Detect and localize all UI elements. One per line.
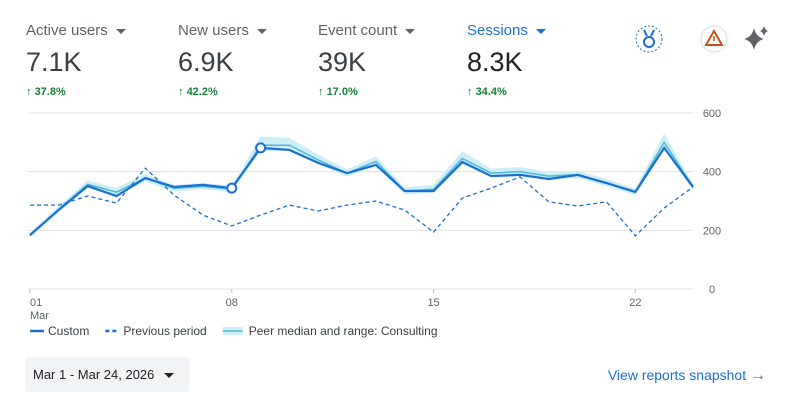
peer-range-band [30, 133, 693, 238]
toolbar-icons [635, 25, 768, 53]
chart: 0 200 400 600 01 08 15 22 Mar Custom Previous peri… [28, 108, 721, 338]
metric-label: Event count [318, 22, 416, 39]
metric-change-text: 37.8% [34, 86, 66, 98]
metric-change-text: 42.2% [186, 86, 218, 98]
legend-label: Peer median and range: Consulting [249, 324, 438, 338]
metric-label-text: New users [178, 22, 249, 39]
metric[interactable]: Sessions 8.3K ↑ 34.4% [467, 22, 546, 98]
metric-value: 6.9K [178, 47, 234, 77]
anomaly-point [226, 182, 238, 194]
x-sublabel: Mar [30, 310, 49, 322]
y-tick-label: 0 [709, 284, 715, 296]
metric-label: Active users [26, 22, 126, 39]
metric-value: 7.1K [26, 47, 82, 77]
x-tick-label: 08 [226, 297, 238, 309]
date-range-button[interactable]: Mar 1 - Mar 24, 2026 [25, 357, 189, 392]
sparkle-icon[interactable] [744, 26, 768, 50]
metric-value: 8.3K [467, 47, 523, 77]
x-tick-label: 22 [629, 297, 641, 309]
metric-value: 39K [318, 47, 367, 77]
y-tick-label: 600 [703, 108, 721, 120]
metric-change-text: 17.0% [326, 86, 358, 98]
series-line [30, 167, 694, 237]
metric-label: Sessions [467, 22, 546, 39]
metric-label-text: Sessions [467, 22, 528, 39]
legend-label: Previous period [123, 324, 206, 338]
insights-badge[interactable] [635, 25, 663, 53]
metric-label-text: Active users [26, 22, 108, 39]
metric-change: ↑ 37.8% [26, 86, 66, 98]
view-reports-link[interactable]: View reports snapshot → [607, 367, 766, 384]
metric[interactable]: Event count 39K ↑ 17.0% [318, 22, 416, 98]
link-text: View reports snapshot [607, 367, 747, 383]
x-tick-label: 15 [427, 297, 439, 309]
date-range-text: Mar 1 - Mar 24, 2026 [33, 367, 155, 382]
metric-change: ↑ 42.2% [178, 86, 218, 98]
y-tick-label: 400 [703, 167, 721, 179]
metric-label: New users [178, 22, 267, 39]
legend-label: Custom [48, 324, 89, 338]
alert-icon[interactable] [700, 25, 728, 53]
x-tick-label: 01 [30, 297, 42, 309]
metric-label-text: Event count [318, 22, 398, 39]
series-line [29, 145, 694, 236]
metric-change: ↑ 34.4% [467, 86, 507, 98]
metric[interactable]: New users 6.9K ↑ 42.2% [178, 22, 267, 98]
metric-change-text: 34.4% [475, 86, 507, 98]
metric[interactable]: Active users 7.1K ↑ 37.8% [26, 22, 126, 98]
anomaly-point [255, 142, 267, 154]
y-tick-label: 200 [703, 225, 721, 237]
metric-change: ↑ 17.0% [318, 86, 358, 98]
